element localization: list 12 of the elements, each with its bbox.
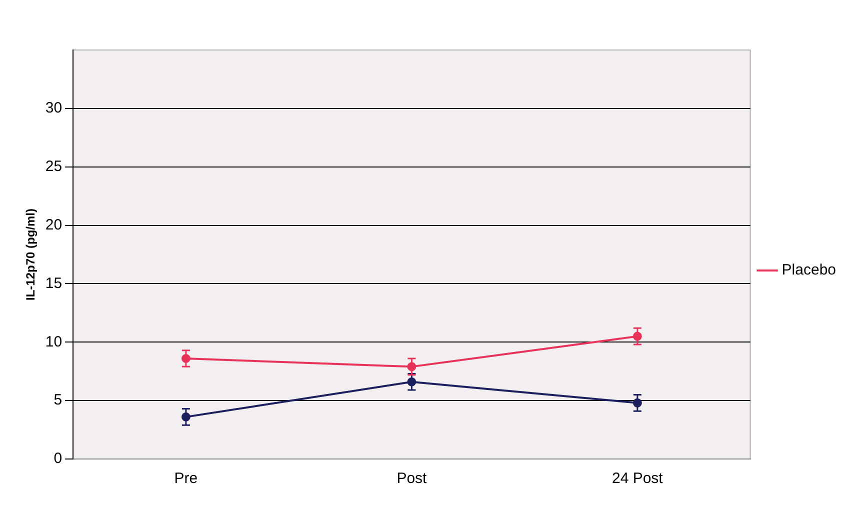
y-tick-label: 25: [45, 158, 62, 175]
y-tick-label: 0: [54, 450, 62, 468]
y-tick-label: 20: [45, 216, 62, 234]
x-tick-label: 24 Post: [612, 470, 664, 488]
y-tick-label: 30: [45, 100, 62, 117]
x-tick-label: Post: [396, 470, 428, 488]
y-tick-label: 10: [45, 333, 62, 350]
x-tick-label: Pre: [174, 470, 198, 488]
y-axis-title: IL-12p70 (pg/ml): [24, 208, 38, 301]
legend-label: Placebo: [782, 262, 836, 279]
y-tick-label: 5: [54, 392, 62, 409]
y-tick-label: 15: [45, 274, 62, 292]
